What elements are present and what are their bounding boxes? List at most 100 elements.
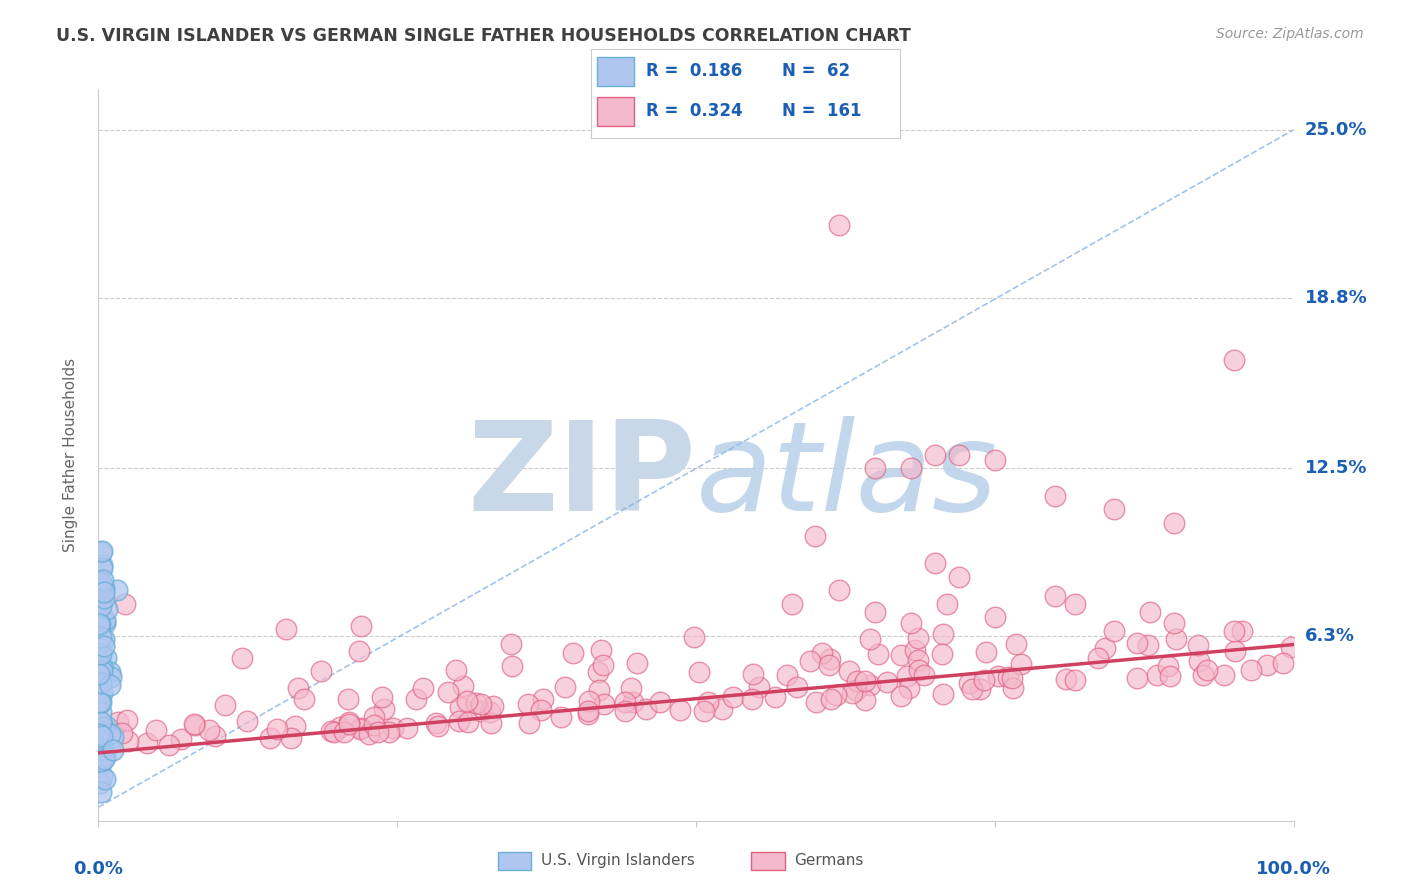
Text: Source: ZipAtlas.com: Source: ZipAtlas.com <box>1216 27 1364 41</box>
Point <box>90 561 112 575</box>
Point <box>890 648 912 663</box>
Point <box>90 582 112 596</box>
Point <box>841 686 863 700</box>
Point <box>935 597 957 611</box>
Point <box>90 785 112 799</box>
Point <box>93 751 115 765</box>
Point <box>907 632 929 646</box>
Point <box>931 627 953 641</box>
Point <box>948 448 970 462</box>
Point <box>91 574 114 588</box>
Point <box>89 695 111 709</box>
Point <box>1043 589 1066 603</box>
Point <box>90 686 112 700</box>
Point <box>89 676 111 690</box>
Point <box>96 719 118 733</box>
Point <box>1125 636 1147 650</box>
Point <box>900 461 922 475</box>
Point <box>1213 668 1236 682</box>
Point <box>470 697 492 711</box>
Point <box>87 616 110 631</box>
Point <box>818 652 841 666</box>
Point <box>710 702 733 716</box>
Point <box>697 695 720 709</box>
Point <box>159 738 181 752</box>
Point <box>828 583 851 598</box>
Point <box>1043 489 1066 503</box>
Point <box>614 704 637 718</box>
Point <box>87 724 110 739</box>
Point <box>818 657 841 672</box>
Point <box>865 605 887 619</box>
Point <box>449 714 471 728</box>
Point <box>266 722 288 736</box>
Point <box>1004 637 1026 651</box>
Point <box>94 772 117 787</box>
Point <box>748 681 770 695</box>
Point <box>562 646 585 660</box>
Point <box>1163 516 1185 530</box>
Point <box>90 706 112 720</box>
Point <box>363 718 385 732</box>
Point <box>984 610 1007 624</box>
Point <box>578 694 600 708</box>
Point <box>93 639 115 653</box>
Point <box>93 615 115 630</box>
Point <box>1223 353 1246 368</box>
Text: U.S. Virgin Islanders: U.S. Virgin Islanders <box>541 854 695 868</box>
Point <box>350 721 373 735</box>
Point <box>115 713 138 727</box>
Point <box>997 670 1019 684</box>
Point <box>931 647 953 661</box>
Point <box>859 678 882 692</box>
Point <box>90 630 112 644</box>
Point <box>170 731 193 746</box>
Text: R =  0.186: R = 0.186 <box>647 62 742 80</box>
Point <box>786 680 808 694</box>
Point <box>1230 624 1253 639</box>
Point <box>94 651 117 665</box>
Text: 25.0%: 25.0% <box>1305 120 1367 139</box>
Point <box>96 602 118 616</box>
Point <box>183 717 205 731</box>
Point <box>907 653 929 667</box>
Point <box>620 681 643 695</box>
Point <box>1001 671 1024 685</box>
Point <box>105 583 128 598</box>
Point <box>378 725 401 739</box>
Point <box>198 723 221 737</box>
Point <box>924 556 946 570</box>
Point <box>444 663 467 677</box>
Point <box>98 665 121 679</box>
Point <box>890 689 912 703</box>
Point <box>576 706 599 721</box>
Point <box>693 704 716 718</box>
Point <box>825 688 848 702</box>
Point <box>437 685 460 699</box>
Point <box>648 695 671 709</box>
Point <box>93 591 115 605</box>
Point <box>634 702 657 716</box>
Point <box>1054 672 1077 686</box>
Text: 0.0%: 0.0% <box>73 860 124 878</box>
Point <box>373 702 395 716</box>
Point <box>329 720 352 734</box>
Point <box>1187 638 1209 652</box>
Point <box>614 695 637 709</box>
Point <box>741 691 763 706</box>
Point <box>367 725 389 739</box>
Point <box>395 721 418 735</box>
Point <box>214 698 236 712</box>
Point <box>984 453 1007 467</box>
Point <box>763 690 786 704</box>
Point <box>337 692 360 706</box>
Point <box>91 659 114 673</box>
Point <box>231 651 253 665</box>
Point <box>94 748 117 763</box>
Point <box>1146 668 1168 682</box>
Point <box>91 544 114 558</box>
Point <box>87 653 110 667</box>
Y-axis label: Single Father Households: Single Father Households <box>63 358 77 552</box>
Point <box>451 679 474 693</box>
Point <box>1279 640 1302 655</box>
